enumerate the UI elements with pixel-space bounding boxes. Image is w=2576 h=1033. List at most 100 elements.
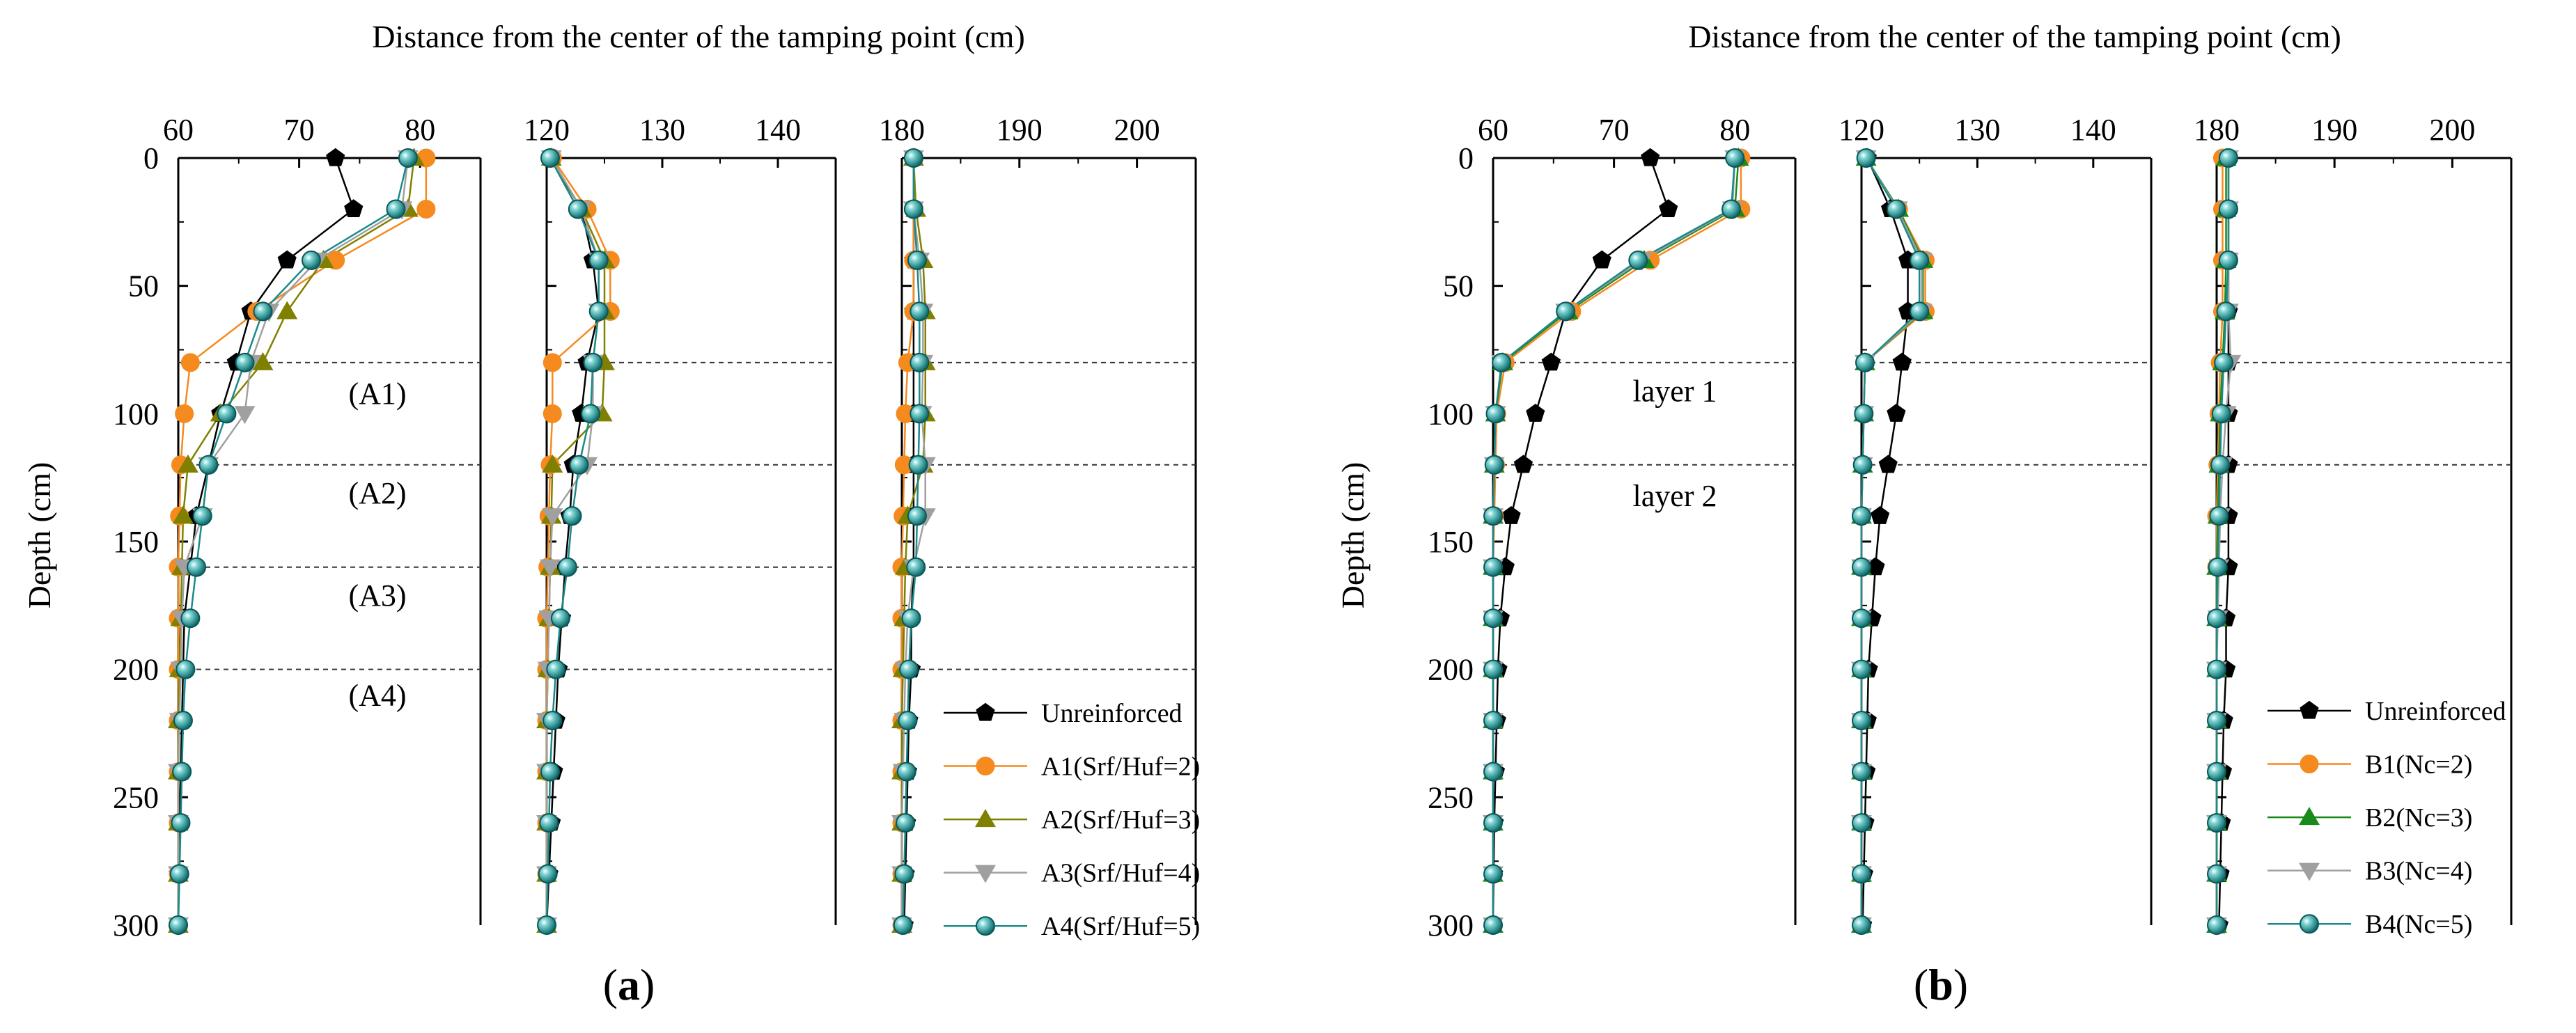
plot-layer: 60 70 80 0 50 100 150 200 250 300 120 130 140 180 190 2…: [113, 113, 2513, 943]
panel-a-sub2-series-4-point: [538, 864, 558, 884]
panel-b-ytick-label: 300: [1428, 908, 1474, 943]
panel-a-sub2-series-4-point: [581, 404, 601, 424]
panel-b-sub1-series-line-1: [1492, 158, 1742, 925]
panel-a-sub2-series-4-point: [546, 659, 566, 679]
panel-a-y-title: Depth (cm): [22, 462, 57, 609]
panel-b-sub1-series-4-point: [1483, 813, 1503, 833]
panel-a-sub2-series-4-point: [588, 250, 609, 270]
panel-a-sub3-series-4-point: [901, 608, 921, 629]
panel-b-legend-marker-3: [2299, 862, 2320, 881]
panel-a-sub1-series-4-point: [235, 352, 255, 372]
panel-b-sub2-series-line-4: [1860, 157, 1921, 925]
panel-b-sub3-series-4-point: [2218, 199, 2238, 219]
panel-b-subplot-3: 180 190 200: [2194, 113, 2513, 936]
panel-b-sub2-series-4-point: [1910, 301, 1930, 322]
panel-b-sub3-xtick-label: 200: [2429, 113, 2475, 147]
panel-a-sub2-series-4-point: [588, 301, 609, 322]
panel-label-b-close: ): [1953, 960, 1968, 1009]
panel-a-sub1-series-4-point: [386, 199, 406, 219]
panel-b-sub1-series-line-3: [1492, 157, 1736, 925]
panel-a-sub1-series-1-point: [416, 199, 436, 219]
panel-b-ytick-label: 200: [1428, 653, 1474, 687]
panel-a-sub2-series-3-point: [542, 508, 563, 527]
panel-a-sub1-series-4-point: [301, 250, 321, 270]
panel-a-sub1-xtick-label: 70: [284, 113, 315, 147]
panel-b-sub3-xtick-label: 190: [2311, 113, 2357, 147]
panel-b-legend-marker-2: [2299, 807, 2320, 826]
panel-b-sub1-series-4-point: [1484, 455, 1504, 475]
panel-a-sub2-series-3-point: [540, 559, 561, 578]
panel-a-ytick-label: 250: [113, 780, 159, 814]
panel-a-sub1-series-0-point: [277, 250, 297, 269]
panel-a-sub2-series-4-point: [540, 762, 560, 782]
panel-b-sub1-series-4-point: [1483, 608, 1503, 629]
panel-a-sub3-series-4-point: [898, 711, 918, 731]
panel-b-legend-entry-1: B1(Nc=2): [2365, 750, 2472, 780]
panel-a-legend-marker-3: [975, 865, 996, 883]
panel-b-sub3-series-4-point: [2211, 404, 2231, 424]
panel-b-sub2-xtick-label: 130: [1954, 113, 2000, 147]
panel-b-sub1-series-0-point: [1501, 505, 1521, 524]
panel-a-ytick-label: 0: [143, 141, 159, 175]
panel-b-sub1-series-4-point: [1725, 148, 1745, 168]
panel-a-sub3-series-4-point: [907, 506, 927, 526]
panel-b-sub2-xtick-label: 120: [1839, 113, 1884, 147]
panel-b-sub1-series-4-point: [1483, 915, 1503, 935]
panel-b-ytick-label: 50: [1443, 269, 1474, 303]
panel-b-sub3-series-4-point: [2207, 659, 2226, 679]
panel-b-sub1-series-0-point: [1592, 250, 1611, 269]
panel-a-sub1-series-4-point: [175, 659, 196, 679]
panel-b-sub2-series-0-point: [1878, 455, 1898, 473]
panel-a-sub2-series-4-point: [540, 148, 560, 168]
panel-a-sub2-series-4-point: [557, 557, 577, 577]
panel-a-sub1-series-4-point: [173, 711, 193, 731]
panel-a-legend-entry-3: A3(Srf/Huf=4): [1041, 859, 1200, 888]
panel-b-sub2-series-4-point: [1852, 813, 1871, 833]
panel-a-sub3-series-4-point: [910, 301, 930, 322]
panel-a-legend-marker-0: [976, 702, 995, 721]
panel-b-ytick-label: 150: [1428, 525, 1474, 559]
panel-a-legend-marker-2: [975, 809, 996, 828]
panel-b-sub2-series-4-point: [1886, 199, 1906, 219]
panel-a-sub1-series-3-point: [234, 406, 256, 425]
panel-a-sub3-series-4-point: [910, 404, 930, 424]
panel-b-sub1-series-4-point: [1483, 659, 1503, 679]
panel-b-sub3-series-4-point: [2208, 557, 2228, 577]
panel-b-sub2-series-4-point: [1852, 864, 1871, 884]
panel-a-sub2-series-line-4: [545, 157, 600, 926]
panel-a-sub1-series-0-point: [326, 148, 345, 166]
panel-b-sub3-series-4-point: [2209, 506, 2229, 526]
panel-a-sub3-series-4-point: [903, 148, 923, 168]
panel-b-sub2-series-4-point: [1852, 659, 1871, 679]
panel-a-sub3-xtick-label: 200: [1114, 113, 1160, 147]
panel-b-sub1-series-4-point: [1483, 762, 1503, 782]
panel-b-sub3-series-4-point: [2207, 762, 2226, 782]
panel-b-sub1-series-0-point: [1513, 455, 1533, 473]
panel-a-ytick-label: 100: [113, 397, 159, 431]
panel-b-sub3-series-4-point: [2207, 711, 2226, 731]
panel-a-sub2-series-1-point: [542, 404, 562, 423]
panel-b-sub2-series-4-point: [1852, 455, 1873, 475]
panel-b-ytick-label: 0: [1458, 141, 1474, 175]
panel-b-sub1-series-4-point: [1483, 864, 1503, 884]
panel-a-sub1-series-4-point: [171, 813, 191, 833]
panel-a-sub2-series-4-point: [539, 813, 559, 833]
panel-b-sub2-series-4-point: [1852, 711, 1871, 731]
panel-b-sub3-series-4-point: [2218, 148, 2238, 168]
panel-b-sub2-series-0-point: [1892, 352, 1912, 371]
panel-a-sub1-series-4-point: [198, 455, 219, 475]
panel-a-sub1-series-0-point: [344, 199, 364, 218]
panel-a-sub1-series-line-0: [177, 157, 355, 925]
panel-a-sub1-series-1-point: [175, 404, 194, 423]
panel-b-sub1-series-4-point: [1483, 506, 1503, 526]
panel-b-sub1-series-line-0: [1492, 157, 1670, 926]
panel-b-layer-label-1: layer 1: [1633, 374, 1717, 408]
panel-b-sub3-series-4-point: [2210, 455, 2231, 475]
panel-b-sub1-xtick-label: 60: [1478, 113, 1508, 147]
panel-b-sub2-series-4-point: [1855, 352, 1875, 372]
panel-a-sub1-series-4-point: [180, 608, 201, 629]
panel-a-layer-label-3: (A3): [348, 578, 406, 613]
panel-a-sub2-xtick-label: 140: [755, 113, 801, 147]
panel-b-sub2-series-4-point: [1852, 608, 1871, 629]
